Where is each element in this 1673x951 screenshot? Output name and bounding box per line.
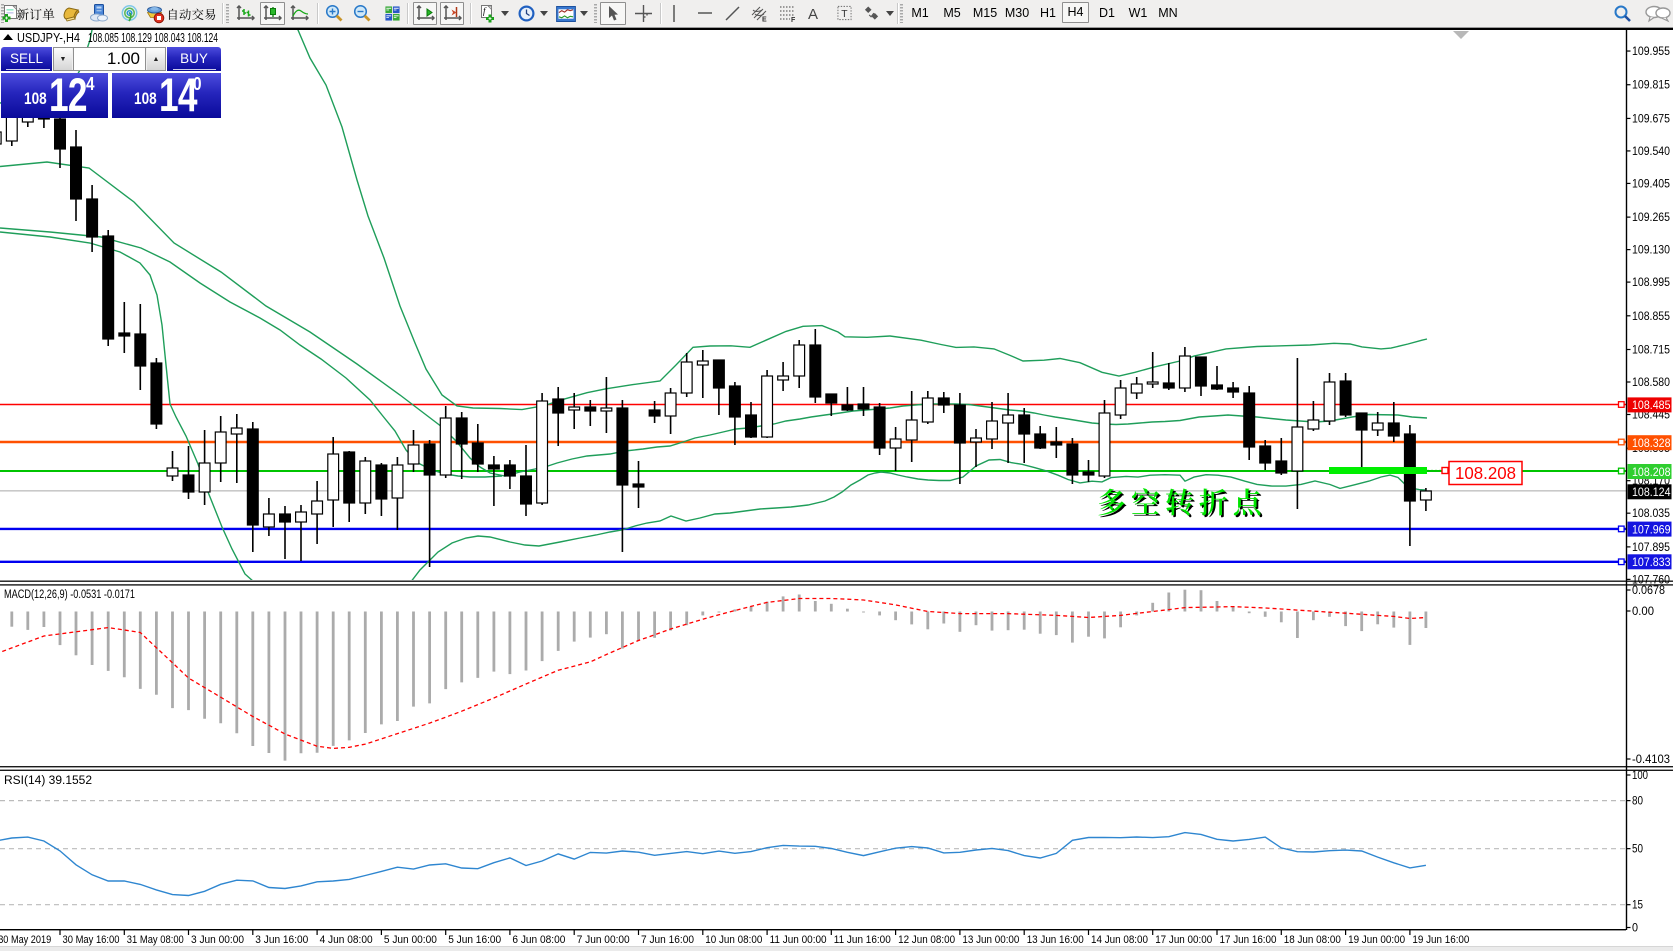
svg-text:F: F bbox=[791, 17, 796, 22]
svg-text:14 Jun 08:00: 14 Jun 08:00 bbox=[1091, 934, 1148, 946]
svg-text:108.208: 108.208 bbox=[1455, 463, 1516, 483]
svg-text:19 Jun 00:00: 19 Jun 00:00 bbox=[1348, 934, 1405, 946]
svg-text:17 Jun 00:00: 17 Jun 00:00 bbox=[1155, 934, 1212, 946]
svg-text:109.955: 109.955 bbox=[1632, 46, 1670, 58]
svg-text:100: 100 bbox=[1632, 770, 1648, 782]
svg-text:50: 50 bbox=[1632, 844, 1643, 856]
svg-text:30 May 2019: 30 May 2019 bbox=[0, 934, 51, 946]
svg-text:11 Jun 00:00: 11 Jun 00:00 bbox=[770, 934, 827, 946]
svg-text:13 Jun 00:00: 13 Jun 00:00 bbox=[962, 934, 1019, 946]
svg-text:108.035: 108.035 bbox=[1632, 508, 1670, 520]
svg-text:10 Jun 08:00: 10 Jun 08:00 bbox=[705, 934, 762, 946]
svg-text:E: E bbox=[762, 17, 767, 23]
svg-text:109.815: 109.815 bbox=[1632, 80, 1670, 92]
svg-text:109.130: 109.130 bbox=[1632, 245, 1670, 257]
svg-text:5 Jun 16:00: 5 Jun 16:00 bbox=[448, 934, 501, 946]
svg-text:30 May 16:00: 30 May 16:00 bbox=[63, 934, 120, 946]
svg-text:RSI(14) 39.1552: RSI(14) 39.1552 bbox=[4, 775, 92, 787]
svg-text:108.995: 108.995 bbox=[1632, 277, 1670, 289]
svg-text:15: 15 bbox=[1632, 900, 1643, 912]
svg-text:109.265: 109.265 bbox=[1632, 212, 1670, 224]
svg-text:108.580: 108.580 bbox=[1632, 377, 1670, 389]
svg-text:7 Jun 00:00: 7 Jun 00:00 bbox=[577, 934, 630, 946]
svg-text:107.760: 107.760 bbox=[1632, 574, 1670, 586]
svg-text:17 Jun 16:00: 17 Jun 16:00 bbox=[1220, 934, 1277, 946]
svg-text:107.833: 107.833 bbox=[1632, 557, 1671, 569]
svg-text:USDJPY-,H4: USDJPY-,H4 bbox=[17, 31, 80, 45]
svg-text:T: T bbox=[841, 9, 848, 20]
svg-text:5 Jun 00:00: 5 Jun 00:00 bbox=[384, 934, 437, 946]
svg-text:0.00: 0.00 bbox=[1632, 606, 1654, 618]
svg-text:0.0678: 0.0678 bbox=[1632, 585, 1665, 597]
svg-text:107.969: 107.969 bbox=[1632, 524, 1671, 536]
svg-text:108.715: 108.715 bbox=[1632, 345, 1670, 357]
svg-text:108.328: 108.328 bbox=[1632, 438, 1671, 450]
svg-text:6 Jun 08:00: 6 Jun 08:00 bbox=[512, 934, 565, 946]
svg-text:108.085 108.129 108.043 108.12: 108.085 108.129 108.043 108.124 bbox=[88, 31, 218, 45]
svg-text:4 Jun 08:00: 4 Jun 08:00 bbox=[320, 934, 373, 946]
svg-text:80: 80 bbox=[1632, 796, 1643, 808]
svg-text:109.675: 109.675 bbox=[1632, 113, 1670, 125]
svg-text:13 Jun 16:00: 13 Jun 16:00 bbox=[1027, 934, 1084, 946]
svg-text:3 Jun 00:00: 3 Jun 00:00 bbox=[191, 934, 244, 946]
svg-text:109.540: 109.540 bbox=[1632, 146, 1670, 158]
svg-text:12 Jun 08:00: 12 Jun 08:00 bbox=[898, 934, 955, 946]
svg-text:0: 0 bbox=[1632, 923, 1638, 935]
svg-text:108.208: 108.208 bbox=[1632, 467, 1671, 479]
svg-text:-0.4103: -0.4103 bbox=[1632, 754, 1670, 766]
svg-text:107.895: 107.895 bbox=[1632, 542, 1670, 554]
svg-text:11 Jun 16:00: 11 Jun 16:00 bbox=[834, 934, 891, 946]
svg-text:3 Jun 16:00: 3 Jun 16:00 bbox=[255, 934, 308, 946]
svg-text:7 Jun 16:00: 7 Jun 16:00 bbox=[641, 934, 694, 946]
svg-text:31 May 08:00: 31 May 08:00 bbox=[127, 934, 184, 946]
svg-text:19 Jun 16:00: 19 Jun 16:00 bbox=[1412, 934, 1469, 946]
svg-text:f: f bbox=[483, 6, 487, 16]
svg-text:108.124: 108.124 bbox=[1632, 487, 1671, 499]
svg-text:18 Jun 08:00: 18 Jun 08:00 bbox=[1284, 934, 1341, 946]
svg-text:108.485: 108.485 bbox=[1632, 400, 1671, 412]
svg-text:109.405: 109.405 bbox=[1632, 178, 1670, 190]
svg-text:MACD(12,26,9) -0.0531 -0.0171: MACD(12,26,9) -0.0531 -0.0171 bbox=[4, 589, 135, 601]
svg-text:108.855: 108.855 bbox=[1632, 311, 1670, 323]
svg-text:108.445: 108.445 bbox=[1632, 409, 1670, 421]
